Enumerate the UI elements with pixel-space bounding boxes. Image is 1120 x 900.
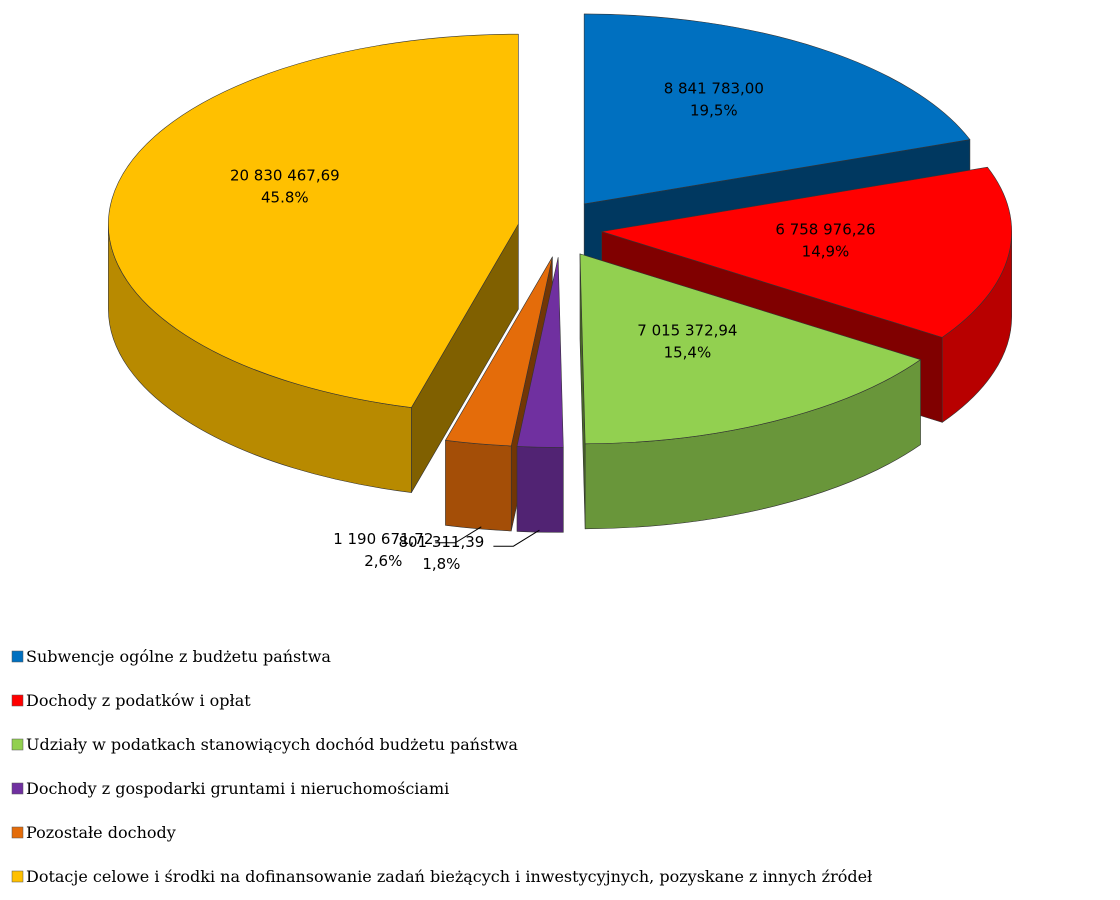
data-label-value: 7 015 372,94 xyxy=(637,322,737,340)
data-label-percent: 45.8% xyxy=(261,188,309,206)
data-label-percent: 19,5% xyxy=(690,101,738,119)
legend-label: Pozostałe dochody xyxy=(26,823,176,842)
data-label-percent: 2,6% xyxy=(364,552,402,570)
slice xyxy=(516,257,564,533)
slice-top xyxy=(601,166,1012,338)
legend-label: Dochody z podatków i opłat xyxy=(26,691,251,710)
legend-swatch xyxy=(11,870,24,883)
legend-label: Udziały w podatkach stanowiących dochód … xyxy=(26,735,518,754)
leader-line xyxy=(493,529,540,547)
data-label-value: 8 841 783,00 xyxy=(664,79,764,97)
slice-top xyxy=(516,257,564,448)
data-label-percent: 14,9% xyxy=(802,242,850,260)
slice xyxy=(579,253,921,530)
legend-label: Dotacje celowe i środki na dofinansowani… xyxy=(26,867,872,886)
legend-label: Dochody z gospodarki gruntami i nierucho… xyxy=(26,779,449,798)
slice xyxy=(108,33,519,493)
legend-swatch xyxy=(11,694,24,707)
legend-label: Subwencje ogólne z budżetu państwa xyxy=(26,647,331,666)
data-label-value: 1 190 671,72 xyxy=(333,530,433,548)
slice-top xyxy=(108,33,519,408)
legend: Subwencje ogólne z budżetu państwa Dochod… xyxy=(11,647,872,886)
data-label-value: 20 830 467,69 xyxy=(230,166,340,184)
leader-line xyxy=(435,526,482,544)
legend-swatch xyxy=(11,826,24,839)
slice-top xyxy=(445,256,553,447)
data-label-percent: 1,8% xyxy=(422,555,460,573)
slice-wall xyxy=(516,446,564,533)
legend-swatch xyxy=(11,650,24,663)
legend-swatch xyxy=(11,782,24,795)
slice-top xyxy=(583,13,971,205)
slice-wall xyxy=(445,440,512,532)
slice-top xyxy=(579,253,921,445)
data-label-percent: 15,4% xyxy=(664,344,712,362)
legend-swatch xyxy=(11,738,24,751)
data-label-value: 6 758 976,26 xyxy=(775,220,875,238)
